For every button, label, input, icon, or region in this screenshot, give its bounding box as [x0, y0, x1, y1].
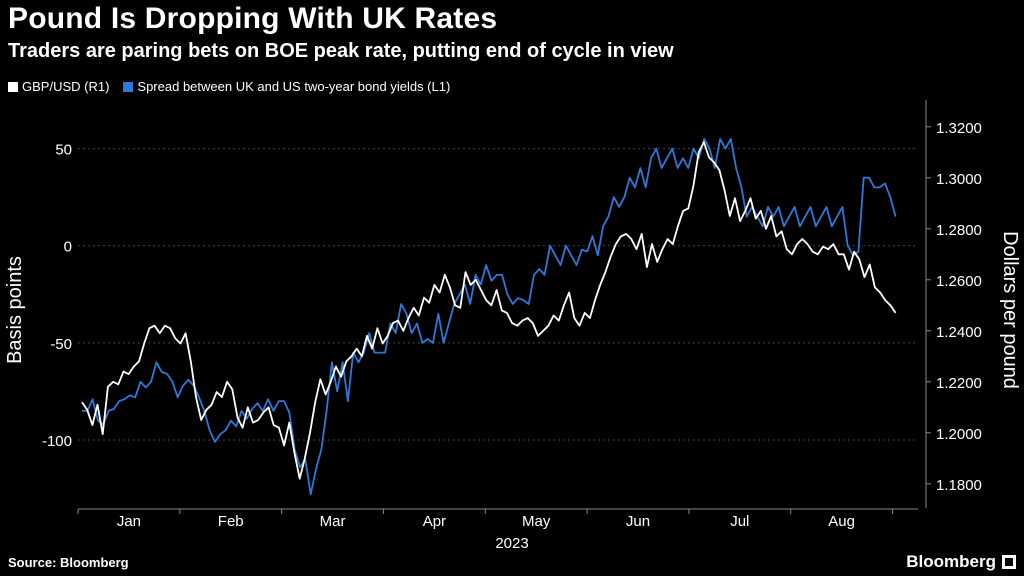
bloomberg-logo: Bloomberg [906, 552, 996, 571]
left-tick-label: 50 [55, 142, 72, 159]
left-tick-label: -100 [42, 433, 72, 450]
right-tick-label: 1.2600 [936, 273, 982, 290]
series-line-gbpusd [81, 141, 897, 480]
right-tick-label: 1.2000 [936, 426, 982, 443]
legend-label-spread: Spread between UK and US two-year bond y… [137, 79, 451, 94]
x-tick-label-apr: Apr [423, 513, 446, 530]
right-tick-label: 1.1800 [936, 477, 982, 494]
legend-swatch-gbpusd [8, 81, 18, 92]
legend-swatch-spread [123, 81, 134, 92]
right-tick-label: 1.2400 [936, 324, 982, 341]
right-tick-label: 1.2800 [936, 222, 982, 239]
x-tick-label-jul: Jul [730, 513, 749, 530]
left-tick-label: -50 [50, 336, 72, 353]
right-tick-label: 1.3000 [936, 171, 982, 188]
legend-item-spread: Spread between UK and US two-year bond y… [123, 79, 450, 94]
source-note: Source: Bloomberg [8, 555, 129, 570]
x-tick-label-jan: Jan [117, 513, 141, 530]
bloomberg-mark-icon [1002, 555, 1016, 569]
right-tick-label: 1.2200 [936, 375, 982, 392]
left-tick-label: 0 [64, 239, 72, 256]
x-tick-label-feb: Feb [218, 513, 244, 530]
chart-title: Pound Is Dropping With UK Rates [8, 2, 498, 35]
right-axis-label: Dollars per pound [999, 231, 1021, 389]
x-tick-label-may: May [522, 513, 551, 530]
left-axis-label: Basis points [4, 256, 26, 364]
legend: GBP/USD (R1) Spread between UK and US tw… [8, 79, 464, 94]
x-tick-label-mar: Mar [320, 513, 346, 530]
x-axis-year-label: 2023 [495, 535, 528, 552]
chart-subtitle: Traders are paring bets on BOE peak rate… [8, 40, 674, 62]
legend-item-gbpusd: GBP/USD (R1) [8, 79, 109, 94]
series-line-spread [82, 137, 897, 496]
legend-label-gbpusd: GBP/USD (R1) [22, 79, 110, 94]
right-tick-label: 1.3200 [936, 120, 982, 137]
x-tick-label-jun: Jun [626, 513, 650, 530]
x-tick-label-aug: Aug [828, 513, 855, 530]
